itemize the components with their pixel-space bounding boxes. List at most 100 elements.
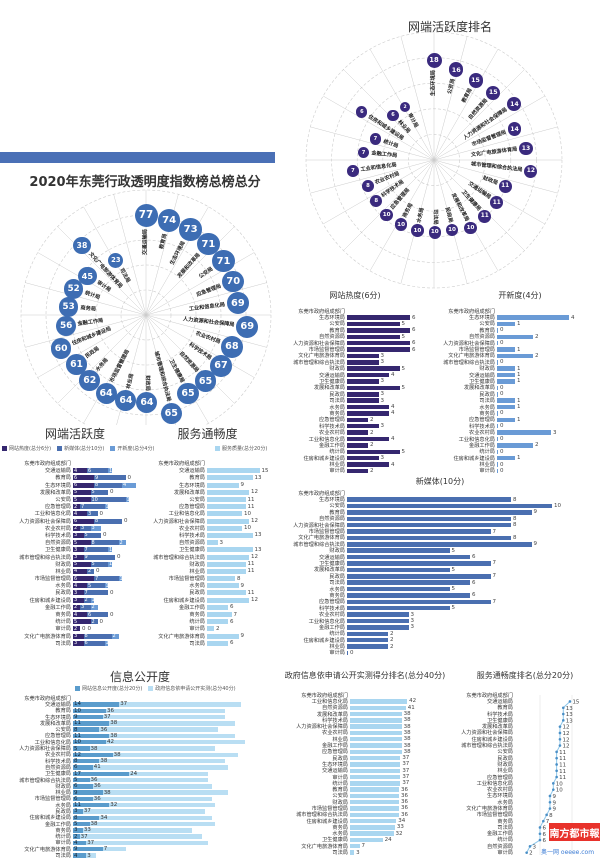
bar-value: 6 [412, 314, 416, 321]
bar-value: 7 [492, 598, 497, 605]
bar-value: 7 [84, 589, 88, 596]
header-label: 东莞市政府组成部门 [24, 461, 71, 468]
bar-value: 2 [74, 625, 78, 632]
bar-value: 9 [74, 714, 78, 721]
table-row: 水务局 4 5 1 [0, 582, 136, 590]
bar-segment-2: 36 [89, 777, 209, 783]
bar-value: 5 [91, 561, 95, 568]
bar-segment-1: 2 [73, 625, 80, 632]
table-row: 财政局 6 36 [0, 783, 245, 790]
header-label: 东莞市政府组成部门 [298, 490, 345, 497]
score-bubble: 65 [160, 402, 182, 425]
bar-value: 6 [74, 482, 78, 489]
grid-spoke [433, 159, 525, 251]
bar-segment-1: 4 [73, 511, 87, 517]
row-label: 交通运输局 [179, 468, 205, 475]
bar-value: 3 [410, 624, 415, 631]
bar-value: 2 [74, 503, 78, 510]
bar [350, 762, 401, 767]
table-row: 民政局 37 [280, 755, 416, 762]
bar-segment-2: 3 [80, 604, 91, 610]
grid-spoke [83, 314, 147, 424]
bar [497, 423, 498, 429]
table-row: 市场监督管理局 6 7 1 [0, 575, 136, 583]
bar-value: 6 [230, 640, 234, 647]
row-label: 林业局 [497, 768, 513, 775]
table-row: 林业局 4 [280, 461, 416, 469]
table-row: 科学技术局 8 38 [0, 758, 245, 765]
row-label: 商务局 [189, 612, 205, 619]
bar-value: 36 [400, 811, 408, 818]
table-row: 市场监督管理局 [450, 812, 515, 818]
table-row: 文化广电旅游体育局 7 [280, 843, 416, 850]
legend-item: 新媒体(总分10分) [57, 445, 104, 452]
bar-value: 13 [254, 474, 262, 481]
table-row: 市场监督管理局 1 [440, 346, 575, 354]
bar-value: 11 [74, 720, 81, 727]
bar-value: 5 [451, 586, 456, 593]
bar-value: 2 [370, 416, 374, 423]
legend-label: 网站信息公开度(总分20分) [82, 686, 143, 692]
bar-value: 6 [230, 604, 234, 611]
row-label: 市场监督管理局 [34, 796, 71, 803]
bar-segment-1: 3 [73, 597, 84, 603]
table-row: 审计局 2 [135, 625, 269, 633]
bar-segment-2: 5 [90, 489, 108, 495]
bar-segment-1: 4 [73, 612, 87, 618]
bar [350, 806, 399, 811]
table-row: 市场监督管理局 6 [280, 346, 416, 354]
row-label: 科学技术局 [45, 532, 71, 539]
bar-segment-2: 8 [83, 633, 112, 639]
grid-spoke [37, 314, 147, 378]
bar [207, 590, 246, 596]
bar-segment-1: 6 [73, 518, 94, 524]
table-row: 教育局 6 9 0 [0, 474, 136, 482]
chart-title: 网端活跃度排名 [407, 20, 492, 34]
table-row: 农业农村局 [450, 786, 515, 793]
bar-value: 5 [74, 561, 78, 568]
table-row: 工业和信息化局 [450, 780, 515, 787]
bar-segment-2: 6 [87, 468, 108, 474]
header-label: 东莞市政府组成部门 [24, 695, 71, 702]
row-label: 统计局 [189, 619, 205, 626]
grid-spoke [145, 314, 255, 378]
row-label: 文化广电旅游体育局 [298, 353, 345, 360]
row-label: 发展和改革局 [481, 724, 513, 731]
table-row: 林业局 [450, 768, 515, 774]
table-row: 财政局 [450, 761, 515, 768]
row-label: 工业和信息化局 [34, 739, 71, 746]
table-row: 审计局 4 37 [0, 840, 245, 846]
row-label: 审计局 [55, 840, 71, 847]
row-label: 商务局 [479, 410, 495, 417]
row-label: 公安局 [189, 497, 205, 504]
bar-value: 5 [401, 320, 406, 327]
bar-value: 3 [380, 378, 385, 385]
data-point [561, 712, 565, 716]
row-label: 交通运输局 [45, 701, 71, 708]
bar-value: 2 [91, 618, 95, 625]
bar-value: 1 [517, 320, 521, 327]
grid-spoke [57, 314, 147, 404]
bar [347, 510, 532, 515]
bar-value: 6 [74, 764, 78, 771]
bar [347, 372, 389, 378]
bar-value: 5 [88, 582, 92, 589]
row-label: 财政局 [497, 761, 513, 768]
bar [207, 576, 235, 582]
score-bubble: 23 [108, 252, 124, 268]
row-label: 交通运输局 [322, 768, 348, 775]
bar-value: 0 [350, 649, 354, 656]
table-row: 应急管理局 11 [135, 503, 269, 511]
bar-segment-1: 2 [73, 834, 80, 840]
bar [347, 637, 388, 643]
score-bubble: 6 [356, 106, 368, 118]
bar-value: 36 [400, 786, 408, 793]
table-row: 科学技术局 [450, 711, 515, 718]
bar-value: 12 [251, 554, 258, 561]
bar-segment-3: 1 [90, 597, 95, 603]
data-label: 10 [556, 781, 563, 787]
bar [350, 787, 399, 792]
bar [347, 586, 450, 592]
table-row: 卫生健康局 7 [280, 560, 561, 567]
bar-value: 8 [513, 515, 517, 522]
